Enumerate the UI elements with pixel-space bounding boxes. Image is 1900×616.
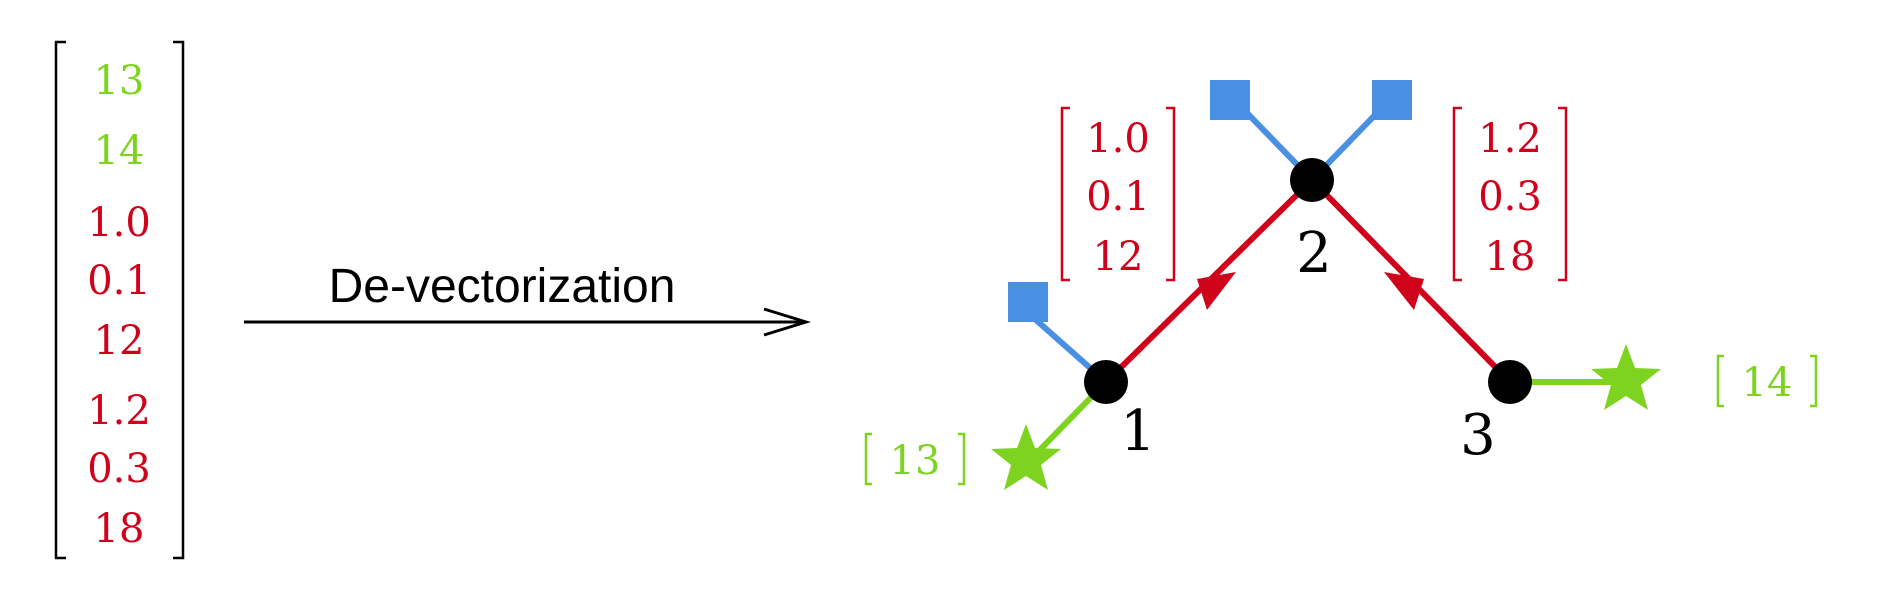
edge-features-right-bracket	[1166, 108, 1174, 280]
star-icon	[991, 424, 1061, 490]
edge-3-2-features: 1.2 0.3 18	[1454, 108, 1566, 280]
star-value-right-bracket	[958, 434, 964, 484]
edge-1-2-features: 1.0 0.1 12	[1062, 108, 1174, 280]
vector-left-bracket	[56, 42, 66, 558]
vector-entry: 18	[94, 506, 145, 552]
edge-features-right-bracket	[1558, 108, 1566, 280]
vector-entry: 14	[94, 128, 145, 174]
edge-feature-value: 0.1	[1086, 174, 1150, 220]
graph: 1 2 3 1.0 0.1 12 1.2 0.3 18 13 14	[866, 80, 1816, 490]
devectorization-arrow: De-vectorization	[244, 260, 806, 335]
edge-feature-value: 0.3	[1478, 174, 1542, 220]
node-label: 1	[1120, 399, 1156, 464]
star-icon	[1591, 344, 1661, 410]
edge-feature-value: 1.0	[1086, 116, 1150, 162]
node-2	[1290, 158, 1334, 202]
vector-entry: 1.2	[87, 388, 151, 434]
vector-entry: 1.0	[87, 200, 151, 246]
star-value-left-bracket	[1718, 356, 1724, 406]
star-value-node1: 13	[866, 434, 964, 484]
square-icon	[1210, 80, 1250, 120]
star-value: 14	[1742, 360, 1793, 406]
node-label: 2	[1296, 221, 1332, 286]
star-value-left-bracket	[866, 434, 872, 484]
star-value: 13	[890, 438, 941, 484]
edge-features-left-bracket	[1454, 108, 1462, 280]
vector-right-bracket	[173, 42, 183, 558]
star-value-right-bracket	[1810, 356, 1816, 406]
arrow-label: De-vectorization	[329, 260, 676, 313]
edge-features-left-bracket	[1062, 108, 1070, 280]
edge-feature-value: 18	[1485, 234, 1536, 280]
node-1	[1084, 360, 1128, 404]
edge-feature-value: 12	[1093, 234, 1144, 280]
vector-entry: 12	[94, 318, 145, 364]
vector-entry: 0.1	[87, 258, 151, 304]
square-icon	[1008, 282, 1048, 322]
edge-feature-value: 1.2	[1478, 116, 1542, 162]
edge-arrowhead	[1384, 272, 1424, 310]
vector-entry: 0.3	[87, 446, 151, 492]
star-value-node3: 14	[1718, 356, 1816, 406]
node-3	[1488, 360, 1532, 404]
vector-entry: 13	[94, 58, 145, 104]
edge-arrowhead	[1197, 272, 1236, 310]
node-label: 3	[1460, 403, 1496, 468]
feature-vector: 13 14 1.0 0.1 12 1.2 0.3 18	[56, 42, 183, 558]
square-icon	[1372, 80, 1412, 120]
